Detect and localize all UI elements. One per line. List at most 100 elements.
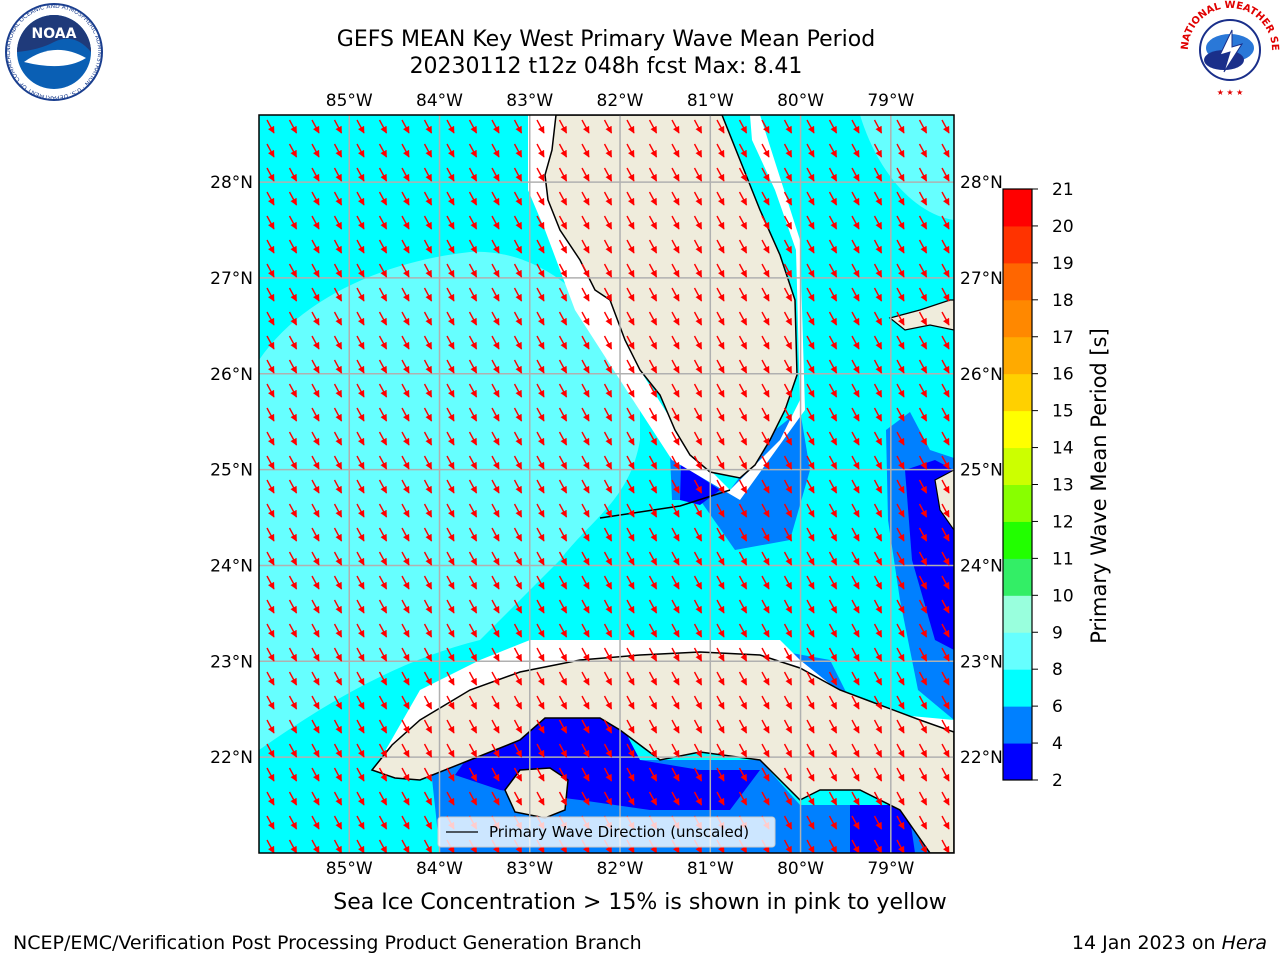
wave-arrow <box>941 791 950 806</box>
wave-arrow <box>941 335 950 350</box>
wave-arrow <box>581 311 590 326</box>
wave-arrow <box>558 743 568 758</box>
wave-arrow <box>581 431 590 446</box>
wave-arrow <box>806 671 815 686</box>
wave-arrow <box>648 215 658 230</box>
wave-arrow <box>941 599 950 614</box>
wave-arrow <box>288 743 298 758</box>
wave-arrow <box>356 215 365 230</box>
wave-arrow <box>513 551 523 566</box>
wave-arrow <box>918 767 928 782</box>
wave-arrow <box>288 383 298 398</box>
wave-arrow <box>806 719 815 734</box>
wave-arrow <box>333 695 343 710</box>
wave-arrow <box>581 503 590 518</box>
wave-arrow <box>266 791 275 806</box>
credit-machine: Hera <box>1221 932 1267 954</box>
nws-logo: NATIONAL WEATHER SERVICE ★ ★ ★ <box>1180 0 1280 98</box>
wave-arrow <box>378 455 388 470</box>
wave-arrow <box>288 263 298 278</box>
wave-arrow <box>333 455 343 470</box>
colorbar: 2 4 6 8 9 10 11 12 13 14 15 16 17 18 19 20 21 <box>1002 180 1074 791</box>
wave-arrow <box>311 167 320 182</box>
wave-arrow <box>783 743 793 758</box>
wave-arrow <box>581 575 590 590</box>
wave-arrow <box>333 335 343 350</box>
wave-arrow <box>873 383 883 398</box>
wave-arrow <box>558 503 568 518</box>
wave-arrow <box>513 671 523 686</box>
wave-arrow <box>378 527 388 542</box>
wave-arrow <box>941 311 950 326</box>
wave-arrow <box>738 215 748 230</box>
wave-arrow <box>918 791 928 806</box>
wave-arrow <box>671 767 680 782</box>
wave-arrow <box>716 671 725 686</box>
wave-arrow <box>693 767 703 782</box>
wave-arrow <box>738 551 748 566</box>
wave-arrow <box>446 599 455 614</box>
wave-arrow <box>851 215 860 230</box>
wave-arrow <box>513 647 523 662</box>
wave-arrow <box>491 359 500 374</box>
wave-arrow <box>806 167 815 182</box>
wave-arrow <box>851 743 860 758</box>
wave-arrow <box>266 431 275 446</box>
wave-arrow <box>626 191 635 206</box>
wave-arrow <box>423 647 433 662</box>
wave-arrow <box>378 551 388 566</box>
wave-arrow <box>738 335 748 350</box>
lat-tick-label-right: 23°N <box>960 652 1003 672</box>
wave-arrow <box>693 503 703 518</box>
wave-arrow <box>311 575 320 590</box>
wave-arrow <box>401 407 410 422</box>
wave-arrow <box>783 455 793 470</box>
credit-date: 14 Jan 2023 on <box>1071 932 1222 954</box>
wave-arrow <box>311 311 320 326</box>
wave-arrow <box>648 263 658 278</box>
wave-arrow <box>783 503 793 518</box>
wave-arrow <box>558 767 568 782</box>
colorbar-tick-label: 18 <box>1052 291 1074 311</box>
wave-arrow <box>783 575 793 590</box>
svg-text:NOAA: NOAA <box>32 26 77 42</box>
wave-arrow <box>806 407 815 422</box>
wave-arrow <box>761 167 770 182</box>
wave-arrow <box>873 695 883 710</box>
wave-arrow <box>851 815 860 830</box>
wave-arrow <box>648 671 658 686</box>
wave-arrow <box>513 719 523 734</box>
wave-arrow <box>918 143 928 158</box>
wave-arrow <box>918 191 928 206</box>
wave-arrow <box>828 407 838 422</box>
wave-arrow <box>873 455 883 470</box>
wave-arrow <box>918 263 928 278</box>
wave-arrow <box>941 719 950 734</box>
colorbar-segment <box>1003 558 1032 596</box>
wave-arrow <box>378 623 388 638</box>
wave-arrow <box>648 383 658 398</box>
wave-arrow <box>446 551 455 566</box>
wave-arrow <box>581 767 590 782</box>
wave-arrow <box>311 503 320 518</box>
wave-arrow <box>513 599 523 614</box>
wave-arrow <box>941 215 950 230</box>
wave-arrow <box>558 119 568 134</box>
wave-arrow <box>941 407 950 422</box>
wave-arrow <box>401 527 410 542</box>
wave-arrow <box>311 791 320 806</box>
wave-arrow <box>896 335 905 350</box>
colorbar-tick-label: 13 <box>1052 476 1074 496</box>
wave-arrow <box>266 815 275 830</box>
wave-arrow <box>378 791 388 806</box>
wave-arrow <box>626 455 635 470</box>
wave-arrow <box>603 167 613 182</box>
wave-arrow <box>851 143 860 158</box>
wave-arrow <box>626 743 635 758</box>
wave-arrow <box>896 359 905 374</box>
wave-arrow <box>671 287 680 302</box>
wave-arrow <box>468 455 478 470</box>
wave-arrow <box>873 311 883 326</box>
wave-arrow <box>468 695 478 710</box>
wave-arrow <box>378 575 388 590</box>
